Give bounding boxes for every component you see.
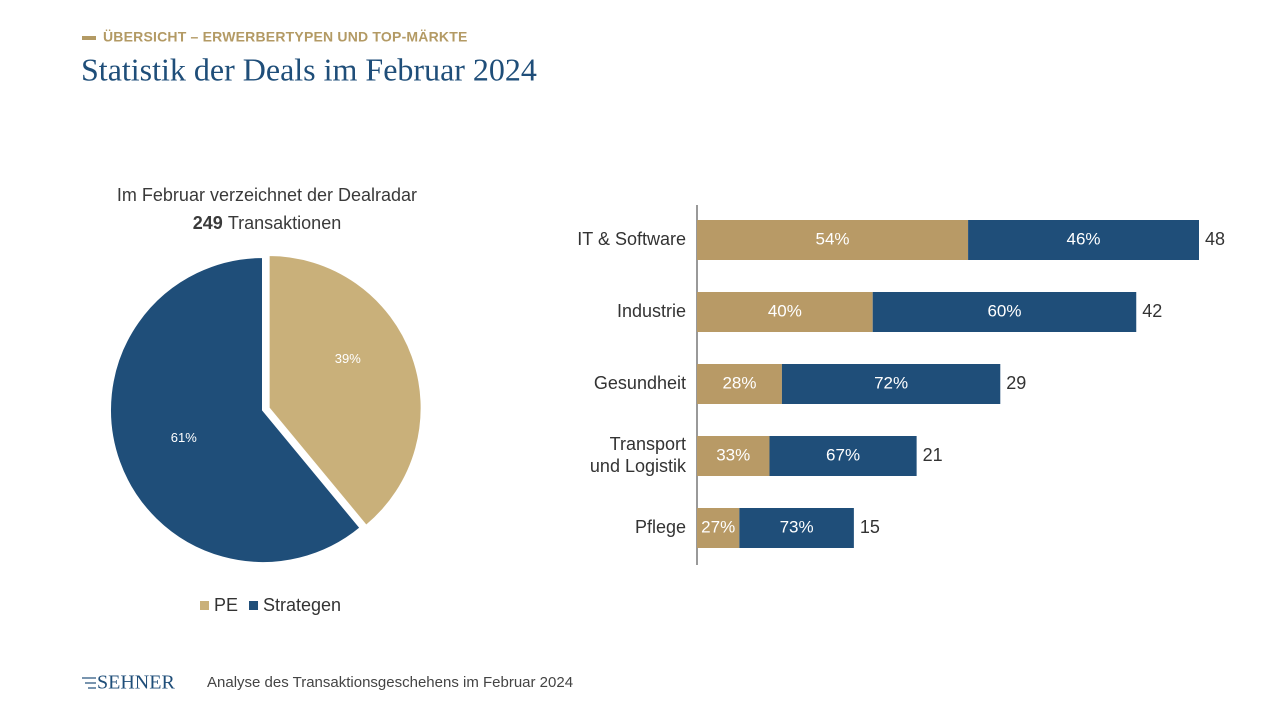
- kicker-dash: [82, 36, 96, 40]
- logo: SEHNER: [82, 672, 175, 694]
- segment-label: 60%: [987, 301, 1021, 320]
- logo-text: SEHNER: [97, 672, 175, 694]
- category-label: Industrie: [617, 301, 686, 321]
- pie-subtitle: Im Februar verzeichnet der Dealradar: [117, 185, 417, 205]
- segment-label: 46%: [1067, 229, 1101, 248]
- bar-segment: [697, 220, 969, 260]
- pie-label: 39%: [335, 351, 361, 366]
- bar-segment: [872, 292, 1137, 332]
- bar-segment: [739, 508, 854, 548]
- segment-label: 67%: [826, 445, 860, 464]
- segment-label: 72%: [874, 373, 908, 392]
- pie-total: 249: [193, 213, 223, 233]
- segment-label: 27%: [701, 517, 735, 536]
- total-label: 48: [1205, 229, 1225, 249]
- title: Statistik der Deals im Februar 2024: [81, 51, 537, 87]
- bar-segment: [697, 292, 873, 332]
- bar-segment: [697, 436, 770, 476]
- total-label: 21: [923, 445, 943, 465]
- segment-label: 54%: [816, 229, 850, 248]
- pie-slice: [109, 255, 362, 564]
- legend-swatch: [249, 601, 259, 610]
- segment-label: 73%: [780, 517, 814, 536]
- bar-segment: [769, 436, 917, 476]
- bar-segment: [968, 220, 1199, 260]
- segment-label: 40%: [768, 301, 802, 320]
- total-label: 42: [1142, 301, 1162, 321]
- bar-segment: [697, 508, 740, 548]
- total-label: 29: [1006, 373, 1026, 393]
- pie-total-text: Transaktionen: [228, 213, 341, 233]
- legend-swatch: [200, 601, 209, 610]
- legend-label: Strategen: [263, 595, 341, 615]
- segment-label: 33%: [716, 445, 750, 464]
- category-label: Pflege: [635, 517, 686, 537]
- category-label: Gesundheit: [594, 373, 686, 393]
- pie-total-line: 249 Transaktionen: [193, 213, 341, 233]
- category-label: IT & Software: [577, 229, 686, 249]
- segment-label: 28%: [722, 373, 756, 392]
- total-label: 15: [860, 517, 880, 537]
- bar-segment: [697, 364, 782, 404]
- category-label: Transport und Logistik: [590, 434, 687, 476]
- pie-label: 61%: [171, 430, 197, 445]
- pie-slice: [267, 253, 423, 528]
- footer-text: Analyse des Transaktionsgeschehens im Fe…: [207, 674, 573, 691]
- bar-segment: [781, 364, 1001, 404]
- legend-label: PE: [214, 595, 238, 615]
- kicker: ÜBERSICHT – ERWERBERTYPEN UND TOP-MÄRKTE: [103, 29, 468, 45]
